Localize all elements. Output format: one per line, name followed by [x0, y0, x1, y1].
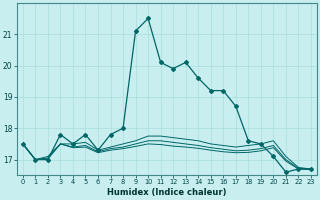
X-axis label: Humidex (Indice chaleur): Humidex (Indice chaleur) [107, 188, 227, 197]
